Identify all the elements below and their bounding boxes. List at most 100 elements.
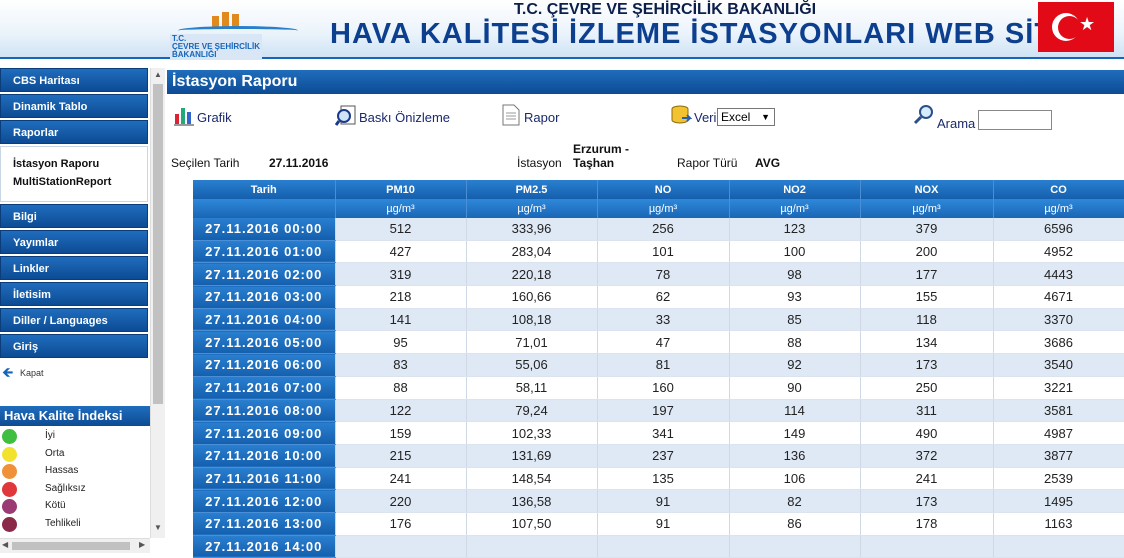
table-cell: 159 — [335, 421, 467, 445]
table-cell: 490 — [860, 421, 994, 445]
submenu-item-multistation-report[interactable]: MultiStationReport — [13, 176, 112, 188]
table-cell: 4952 — [993, 240, 1124, 264]
table-cell: 78 — [597, 262, 730, 287]
aqi-level-label: Hassas — [45, 465, 79, 477]
table-cell: 131,69 — [466, 444, 598, 468]
scroll-right-icon[interactable]: ▶ — [139, 540, 146, 549]
table-row: 27.11.2016 07:00 88 58,11 160 90 250 3221 — [193, 376, 1124, 400]
scroll-down-icon[interactable]: ▼ — [154, 523, 162, 532]
logo-text: T.C. ÇEVRE VE ŞEHİRCİLİK BAKANLIĞI — [170, 34, 263, 60]
report-toolbar: Grafik Baskı Önizleme Rapor Veri Excel ▼… — [167, 98, 1124, 138]
table-cell: 372 — [860, 444, 994, 468]
table-cell: 177 — [860, 262, 994, 287]
aqi-color-dot-icon — [2, 499, 17, 515]
scrollbar-thumb[interactable] — [153, 84, 163, 404]
column-header[interactable]: CO — [993, 180, 1124, 199]
menu-item-dynamic-table[interactable]: Dinamik Tablo — [0, 94, 148, 118]
report-button[interactable]: Rapor — [500, 104, 559, 126]
table-cell: 173 — [860, 353, 994, 377]
aqi-color-dot-icon — [2, 446, 17, 462]
dropdown-arrow-icon: ▼ — [761, 112, 770, 122]
table-cell: 149 — [729, 421, 861, 445]
column-header[interactable]: NO — [597, 180, 730, 199]
aqi-level-label: Kötü — [45, 500, 66, 512]
table-cell: 250 — [860, 376, 994, 400]
print-preview-button[interactable]: Baskı Önizleme — [334, 104, 450, 126]
table-cell: 173 — [860, 489, 994, 513]
submenu-item-station-report[interactable]: İstasyon Raporu — [13, 158, 100, 170]
scroll-up-icon[interactable]: ▲ — [154, 70, 162, 79]
menu-item-cbs-map[interactable]: CBS Haritası — [0, 68, 148, 92]
close-sidebar-button[interactable]: 🡸 Kapat — [0, 362, 150, 384]
search-input[interactable] — [978, 110, 1052, 130]
menu-item-reports[interactable]: Raporlar — [0, 120, 148, 144]
table-cell: 88 — [335, 376, 467, 400]
menu-item-login[interactable]: Giriş — [0, 334, 148, 358]
ministry-logo[interactable]: T.C. ÇEVRE VE ŞEHİRCİLİK BAKANLIĞI — [170, 4, 300, 60]
column-header[interactable]: PM10 — [335, 180, 467, 199]
row-timestamp: 27.11.2016 04:00 — [193, 308, 336, 332]
scroll-left-icon[interactable]: ◀ — [2, 540, 9, 549]
row-timestamp: 27.11.2016 12:00 — [193, 489, 336, 513]
table-cell: 114 — [729, 399, 861, 423]
table-cell: 55,06 — [466, 353, 598, 377]
aqi-level-label: Tehlikeli — [45, 518, 81, 529]
table-cell: 256 — [597, 218, 730, 241]
table-header-row: Tarih PM10 PM2.5 NO NO2 NOX CO — [193, 180, 1124, 199]
menu-item-contact[interactable]: İletisim — [0, 282, 148, 306]
aqi-level-label: Orta — [45, 447, 65, 459]
table-cell: 333,96 — [466, 218, 598, 241]
export-format-select[interactable]: Excel ▼ — [717, 108, 775, 126]
search-icon — [913, 104, 935, 126]
aqi-legend-item: Orta — [0, 446, 150, 463]
table-cell — [729, 535, 861, 558]
table-cell: 241 — [335, 467, 467, 491]
column-unit — [193, 199, 336, 218]
menu-item-info[interactable]: Bilgi — [0, 204, 148, 228]
table-cell — [466, 535, 598, 558]
table-units-row: µg/m³ µg/m³ µg/m³ µg/m³ µg/m³ µg/m³ — [193, 199, 1124, 218]
menu-item-publications[interactable]: Yayımlar — [0, 230, 148, 254]
table-cell: 82 — [729, 489, 861, 513]
table-row: 27.11.2016 01:00 427 283,04 101 100 200 4952 — [193, 240, 1124, 264]
column-unit: µg/m³ — [335, 199, 467, 218]
column-header[interactable]: NO2 — [729, 180, 861, 199]
table-cell: 1163 — [993, 512, 1124, 536]
logo-building-icon — [232, 14, 239, 28]
table-row: 27.11.2016 11:00 241 148,54 135 106 241 2539 — [193, 467, 1124, 491]
sidebar-horizontal-scrollbar[interactable]: ◀ ▶ — [0, 538, 150, 553]
table-cell: 148,54 — [466, 467, 598, 491]
table-cell: 141 — [335, 308, 467, 332]
table-cell: 107,50 — [466, 512, 598, 536]
menu-item-languages[interactable]: Diller / Languages — [0, 308, 148, 332]
aqi-color-dot-icon — [2, 429, 17, 444]
table-cell: 91 — [597, 489, 730, 513]
table-cell — [860, 535, 994, 558]
reports-submenu: İstasyon Raporu MultiStationReport — [0, 146, 148, 202]
table-row: 27.11.2016 05:00 95 71,01 47 88 134 3686 — [193, 330, 1124, 355]
row-timestamp: 27.11.2016 02:00 — [193, 262, 336, 287]
table-cell: 160 — [597, 376, 730, 400]
table-cell: 101 — [597, 240, 730, 264]
column-header[interactable]: NOX — [860, 180, 994, 199]
aqi-legend-item: Sağlıksız — [0, 481, 150, 498]
date-label: Seçilen Tarih — [171, 156, 240, 170]
table-cell: 33 — [597, 308, 730, 332]
search-button[interactable]: Arama — [913, 104, 975, 131]
arrow-left-icon: 🡸 — [2, 364, 14, 380]
table-cell: 3221 — [993, 376, 1124, 400]
menu-item-links[interactable]: Linkler — [0, 256, 148, 280]
table-cell: 215 — [335, 444, 467, 468]
table-cell: 218 — [335, 285, 467, 309]
table-cell: 106 — [729, 467, 861, 491]
station-label: İstasyon — [517, 156, 562, 170]
column-unit: µg/m³ — [860, 199, 994, 218]
column-header[interactable]: Tarih — [193, 180, 336, 199]
data-export-button[interactable]: Veri — [670, 104, 716, 126]
table-cell — [597, 535, 730, 558]
report-info: Seçilen Tarih 27.11.2016 İstasyon Erzuru… — [167, 140, 1124, 176]
sidebar-vertical-scrollbar[interactable]: ▲ ▼ — [150, 68, 165, 538]
scrollbar-thumb[interactable] — [12, 542, 130, 550]
chart-button[interactable]: Grafik — [173, 104, 232, 126]
column-header[interactable]: PM2.5 — [466, 180, 598, 199]
